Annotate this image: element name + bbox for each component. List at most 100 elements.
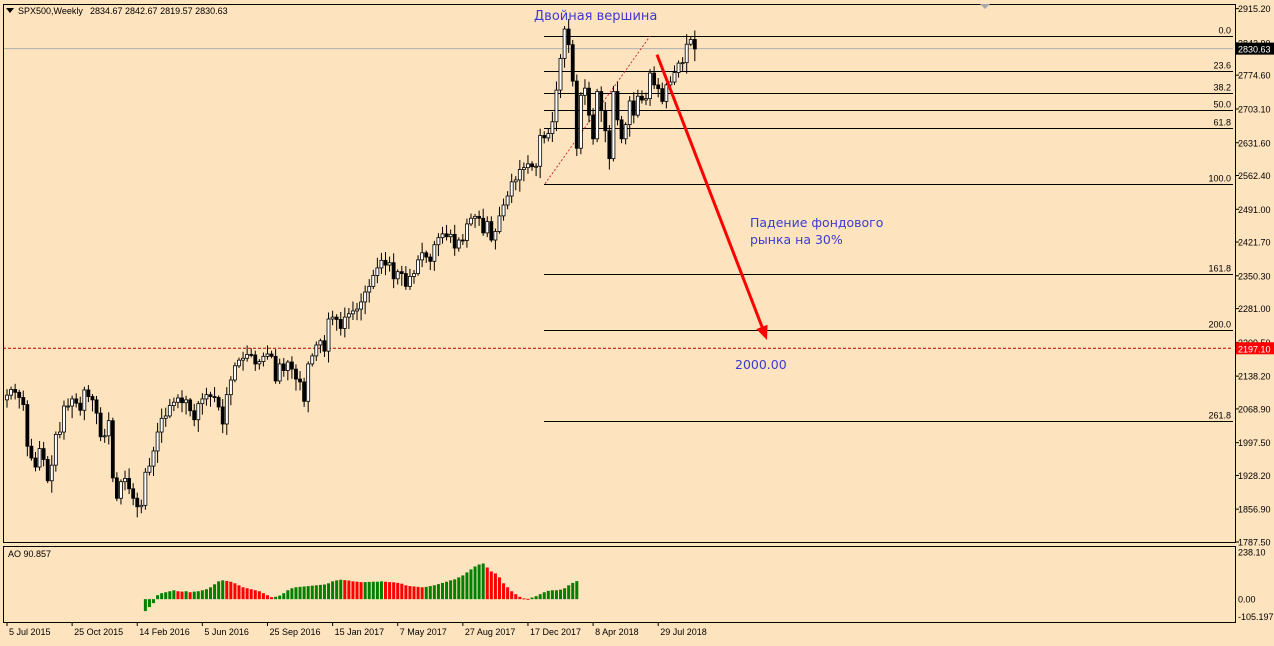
ao-bar	[294, 587, 298, 600]
ao-bar	[180, 591, 184, 600]
ao-bar	[204, 589, 208, 600]
ao-bar	[209, 587, 212, 600]
candle-body	[574, 80, 579, 149]
ao-plot-frame	[3, 546, 1236, 623]
candle-body	[322, 340, 327, 352]
candle-body	[147, 465, 152, 473]
ao-bar	[343, 580, 347, 600]
ao-bar	[400, 583, 404, 600]
candle-body	[114, 477, 119, 499]
ao-bar	[192, 591, 196, 600]
y-tick-label: 2915.20	[1238, 4, 1271, 14]
candle-body	[436, 237, 441, 246]
candle-body	[615, 91, 620, 121]
candle-body	[619, 119, 624, 140]
market-drop-annotation-line1: Падение фондового	[750, 215, 883, 230]
ao-bar	[489, 571, 493, 600]
ao-bar	[249, 589, 253, 600]
candle-body	[526, 163, 530, 169]
y-tick-label: 2350.30	[1238, 271, 1271, 281]
candle-body	[131, 488, 136, 499]
x-tick-label: 25 Oct 2015	[74, 627, 123, 637]
double-top-annotation: Двойная вершина	[534, 9, 657, 24]
candle-body	[257, 361, 262, 365]
ao-bar	[156, 595, 160, 600]
candle-body	[558, 57, 563, 91]
ohlc-values: 2834.67 2842.67 2819.57 2830.63	[90, 6, 228, 16]
candle-body	[603, 110, 608, 132]
candle-body	[265, 353, 270, 357]
ao-bar	[147, 599, 151, 608]
candle-body	[456, 239, 461, 249]
candle-body	[245, 354, 250, 359]
candle-body	[497, 215, 502, 232]
candle-body	[416, 259, 420, 274]
candle-body	[253, 354, 258, 365]
ao-bar	[314, 585, 318, 600]
candle-body	[452, 233, 457, 249]
market-drop-annotation-line2: рынка на 30%	[750, 232, 843, 247]
candle-body	[428, 256, 433, 262]
candle-body	[94, 399, 99, 414]
ao-bar	[225, 580, 229, 600]
ao-bar	[449, 580, 453, 600]
ao-bar	[355, 581, 359, 600]
ao-tick-label: 0.00	[1238, 595, 1256, 605]
candle-body	[672, 72, 677, 83]
candle-body	[688, 39, 693, 45]
candle-body	[359, 301, 363, 310]
candle-body	[656, 84, 661, 90]
x-tick-label: 29 Jul 2018	[660, 627, 707, 637]
candle-body	[119, 481, 123, 499]
fib-level-label: 200.0	[1208, 320, 1231, 330]
ao-bar	[432, 585, 436, 600]
x-tick-label: 17 Dec 2017	[530, 627, 581, 637]
ao-bar	[233, 583, 237, 600]
ao-bar	[229, 581, 233, 600]
ao-bar	[160, 593, 164, 600]
candle-body	[684, 43, 689, 64]
candle-body	[281, 363, 286, 371]
candle-body	[562, 28, 567, 59]
ao-bar	[436, 584, 440, 600]
ao-bar	[217, 581, 221, 600]
candle-body	[346, 313, 351, 318]
candle-body	[159, 417, 164, 433]
candle-body	[9, 389, 13, 396]
ao-bar	[278, 595, 282, 600]
candle-body	[49, 464, 54, 482]
candle-body	[127, 477, 131, 490]
candle-body	[176, 397, 180, 403]
candle-body	[298, 378, 302, 383]
ao-bar	[575, 581, 579, 600]
ao-bar	[367, 581, 371, 600]
ao-bar	[322, 584, 326, 600]
candle-body	[489, 221, 494, 241]
candle-body	[86, 389, 91, 397]
ao-bar	[306, 586, 310, 600]
ao-bar	[469, 569, 473, 600]
candle-body	[66, 405, 70, 408]
candle-body	[599, 91, 604, 111]
candle-body	[692, 39, 697, 50]
ao-bar	[559, 589, 563, 600]
candle-body	[123, 477, 127, 483]
ao-bar	[143, 599, 147, 612]
ao-bar	[538, 594, 542, 600]
candle-body	[62, 405, 66, 433]
candle-body	[306, 363, 311, 402]
candle-body	[192, 410, 197, 421]
ao-bar	[388, 582, 392, 600]
candle-body	[664, 84, 669, 102]
candle-body	[294, 368, 298, 380]
symbol-menu-icon[interactable]	[6, 8, 14, 13]
ao-bar	[485, 567, 489, 600]
candle-body	[277, 363, 282, 382]
candle-body	[224, 394, 229, 425]
candle-body	[363, 291, 368, 303]
candle-body	[408, 276, 412, 287]
candle-body	[521, 167, 526, 170]
ao-bar	[213, 584, 217, 600]
